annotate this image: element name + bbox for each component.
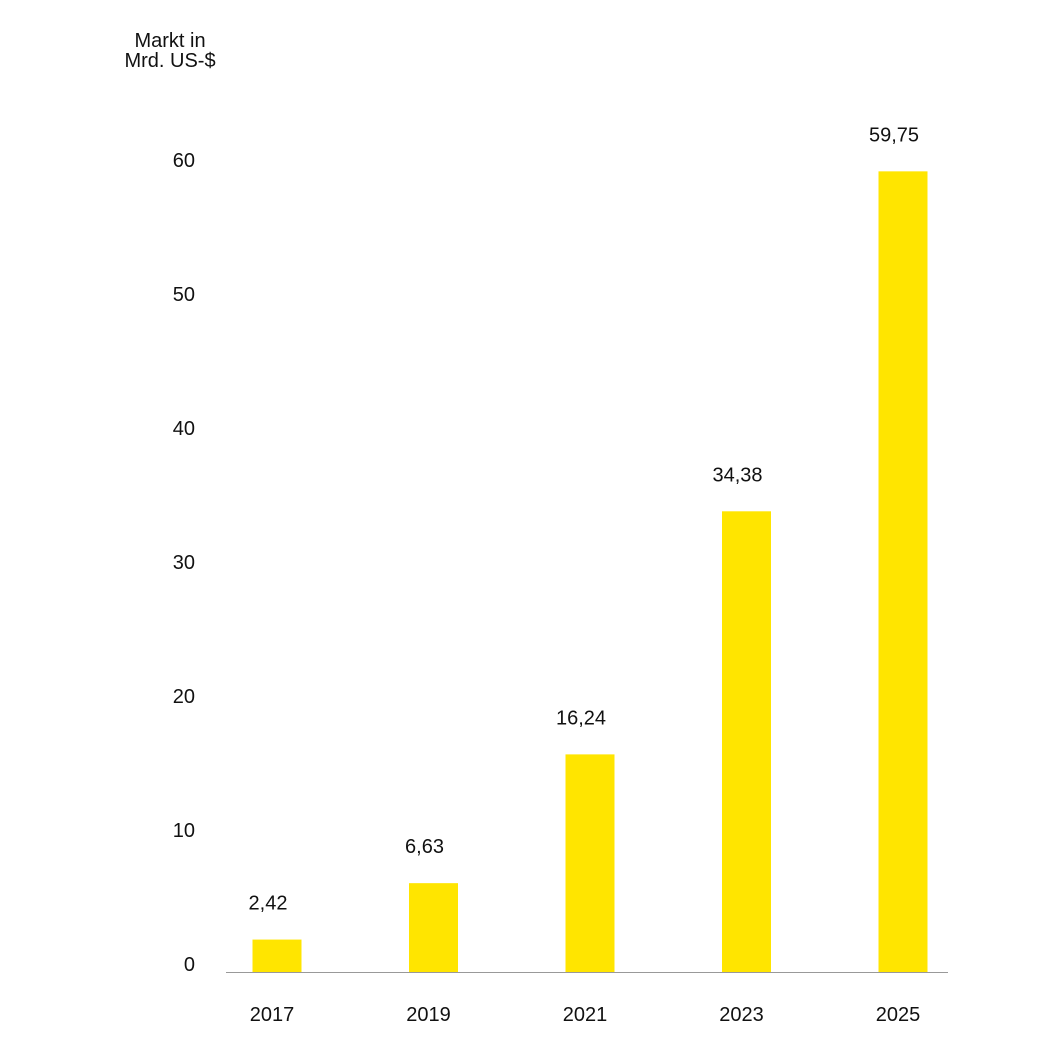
bar [252, 939, 302, 972]
value-labels-group: 2,42 6,63 16,24 34,38 59,75 [249, 124, 920, 914]
bar [722, 511, 771, 972]
y-tick-label: 60 [173, 150, 195, 172]
bar [409, 883, 458, 972]
y-tick-label: 0 [184, 954, 195, 976]
x-tick-label: 2021 [563, 1004, 608, 1026]
y-tick-label: 50 [173, 284, 195, 306]
y-axis-unit-line1: Markt in [134, 30, 205, 52]
y-axis-unit-line2: Mrd. US-$ [124, 50, 215, 72]
bar-value-label: 59,75 [869, 124, 919, 146]
x-tick-label: 2023 [719, 1004, 764, 1026]
x-tick-label: 2019 [406, 1004, 451, 1026]
x-axis-labels: 2017 2019 2021 2023 2025 [250, 1004, 921, 1026]
bar-value-label: 34,38 [712, 464, 762, 486]
x-tick-label: 2025 [876, 1004, 921, 1026]
bar-value-label: 6,63 [405, 836, 444, 858]
y-axis-ticks: 0 10 20 30 40 50 60 [173, 150, 195, 976]
y-tick-label: 10 [173, 820, 195, 842]
x-tick-label: 2017 [250, 1004, 295, 1026]
bar [878, 171, 928, 973]
y-tick-label: 40 [173, 418, 195, 440]
bar-value-label: 16,24 [556, 707, 606, 729]
bar [565, 754, 615, 972]
bars-group [252, 171, 928, 973]
bar-value-label: 2,42 [249, 893, 288, 915]
y-tick-label: 30 [173, 552, 195, 574]
y-tick-label: 20 [173, 686, 195, 708]
